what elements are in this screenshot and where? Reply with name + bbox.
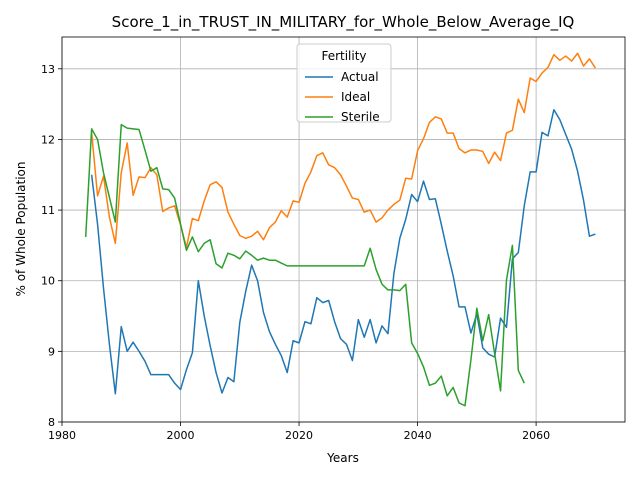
legend-label-ideal: Ideal [341,90,370,104]
series-line-ideal [90,52,596,249]
series-lines [84,52,596,407]
legend: Fertility Actual Ideal Sterile [296,43,392,124]
legend-title: Fertility [321,49,366,63]
series-line-sterile [84,123,525,407]
x-tick-label: 2040 [404,429,432,442]
legend-label-sterile: Sterile [341,110,380,124]
x-axis-ticks: 1980 2000 2020 2040 2060 [48,422,550,442]
y-tick-label: 12 [41,133,55,146]
y-tick-label: 10 [41,275,55,288]
y-tick-label: 8 [48,416,55,429]
chart-title: Score_1_in_TRUST_IN_MILITARY_for_Whole_B… [112,13,575,32]
legend-box [296,43,392,123]
x-tick-label: 2060 [522,429,550,442]
y-tick-label: 9 [48,345,55,358]
x-axis-label: Years [326,451,359,465]
series-line-actual [90,109,596,395]
plot-frame [61,36,626,423]
y-axis-label: % of Whole Population [14,162,28,297]
x-tick-label: 2000 [167,429,195,442]
x-tick-label: 2020 [285,429,313,442]
y-tick-label: 11 [41,204,55,217]
y-axis-ticks: 8 9 10 11 12 13 [41,63,62,429]
legend-label-actual: Actual [341,70,379,84]
x-tick-label: 1980 [48,429,76,442]
y-tick-label: 13 [41,63,55,76]
